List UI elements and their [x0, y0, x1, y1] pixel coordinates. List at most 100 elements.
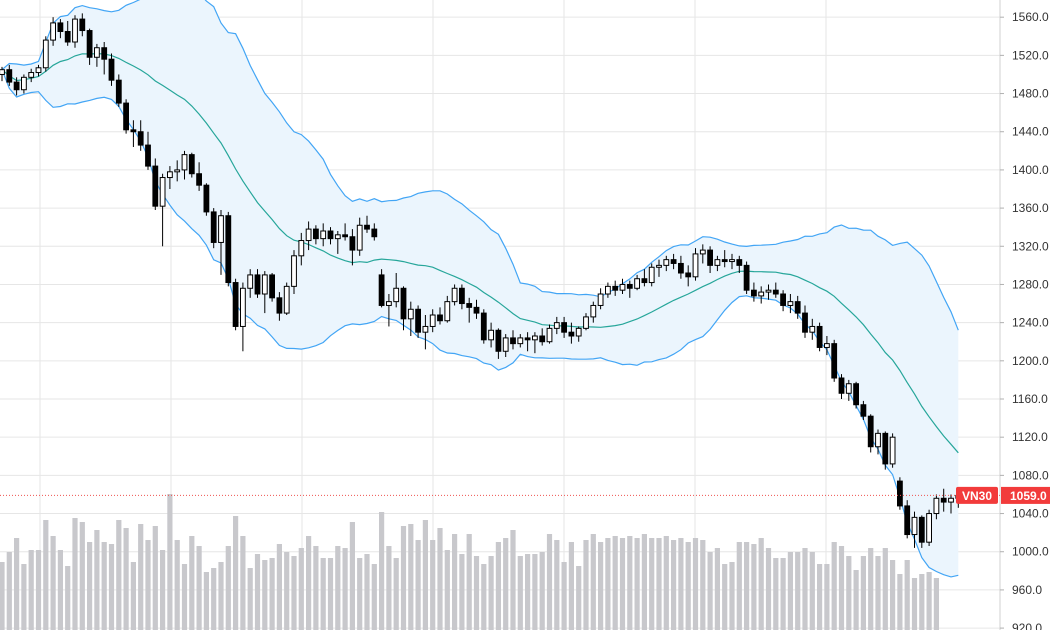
- volume-bar: [641, 534, 647, 630]
- candle-body: [364, 224, 370, 230]
- candle: [130, 120, 137, 147]
- candle-body: [108, 58, 115, 81]
- candle: [349, 229, 356, 266]
- volume-bar: [371, 564, 377, 630]
- candle-body: [532, 335, 538, 341]
- candle-body: [349, 236, 356, 251]
- candle: [648, 263, 655, 287]
- candle-body: [320, 230, 327, 240]
- candle-body: [721, 259, 728, 263]
- candle-body: [897, 480, 903, 507]
- candle: [853, 381, 860, 409]
- y-tick-label: 1320.0: [1012, 239, 1049, 253]
- candle-body: [524, 337, 531, 341]
- candle-body: [79, 18, 86, 32]
- candle-body: [64, 31, 71, 43]
- volume-bar: [28, 550, 34, 630]
- candle-body: [597, 293, 604, 306]
- last-price-badges: VN30 1059.0: [956, 486, 1050, 504]
- volume-bar: [809, 552, 815, 630]
- candle-body: [605, 285, 611, 295]
- volume-bar: [452, 534, 458, 630]
- candle-body: [247, 274, 254, 289]
- candle-body: [911, 516, 918, 536]
- candle-body: [889, 436, 896, 465]
- volume-bar: [254, 554, 261, 630]
- volume-bar: [576, 566, 582, 630]
- candle-body: [670, 259, 677, 264]
- candle: [933, 494, 940, 520]
- volume-bar: [787, 552, 793, 630]
- volume-bar: [466, 534, 472, 630]
- candle: [802, 305, 808, 338]
- candle: [108, 53, 115, 86]
- candle-body: [459, 287, 465, 305]
- candle: [816, 322, 823, 352]
- volume-bar: [211, 568, 217, 630]
- y-tick-label: 920.0: [1012, 621, 1042, 630]
- candle: [342, 223, 349, 241]
- candle-body: [714, 259, 721, 266]
- candle-body: [407, 308, 414, 320]
- volume-bar: [656, 538, 662, 630]
- candle: [721, 250, 728, 268]
- candle: [882, 431, 889, 470]
- volume-bar: [860, 556, 866, 630]
- candle-body: [422, 325, 429, 333]
- volume-bar: [262, 560, 268, 630]
- y-tick-label: 1560.0: [1012, 10, 1049, 24]
- price-badge: 1059.0: [1010, 489, 1047, 503]
- volume-bar: [386, 546, 392, 630]
- candle: [50, 17, 57, 46]
- volume-bar: [291, 556, 297, 630]
- candle: [751, 282, 757, 302]
- candle: [291, 250, 297, 294]
- candle: [772, 282, 779, 298]
- candle-body: [13, 81, 20, 91]
- candle: [897, 477, 903, 510]
- volume-bar: [838, 546, 845, 630]
- candle-body: [751, 289, 757, 297]
- candle: [327, 227, 334, 245]
- candle: [21, 74, 27, 94]
- candle-body: [42, 39, 49, 69]
- volume-bar: [240, 536, 246, 630]
- volume-bar: [525, 554, 531, 630]
- candle-body: [101, 47, 108, 60]
- volume-bar: [802, 548, 808, 630]
- candle: [466, 297, 473, 323]
- candle-body: [283, 285, 290, 314]
- candle: [386, 294, 392, 327]
- volume-bar: [561, 562, 567, 630]
- candle: [568, 322, 575, 344]
- volume-bar: [327, 558, 334, 630]
- candle: [685, 265, 692, 287]
- volume-bar: [108, 544, 115, 630]
- candle-body: [130, 129, 137, 133]
- candle-body: [0, 69, 5, 75]
- candle: [743, 261, 750, 294]
- candle-body: [699, 249, 706, 255]
- volume-series: [0, 494, 939, 630]
- candle-body: [35, 67, 42, 74]
- candle-body: [510, 337, 516, 345]
- volume-bar: [342, 548, 348, 630]
- candle-body: [860, 404, 867, 417]
- candle: [13, 77, 20, 96]
- volume-bar: [203, 572, 209, 630]
- candle-body: [232, 282, 239, 327]
- volume-bar: [400, 526, 407, 630]
- volume-bar: [481, 564, 487, 630]
- candle: [247, 269, 254, 298]
- price-axis[interactable]: 1560.0 1520.0 1480.0 1440.0 1400.0 1360.0 1320…: [1000, 10, 1049, 630]
- candle: [670, 253, 677, 270]
- candle-body: [115, 79, 122, 104]
- volume-bar: [919, 574, 925, 630]
- volume-bar: [634, 538, 640, 630]
- candle-body: [327, 230, 334, 240]
- candle: [334, 231, 341, 254]
- candle-body: [181, 154, 188, 171]
- volume-bar: [247, 568, 253, 630]
- bollinger-bands: [1, 0, 959, 578]
